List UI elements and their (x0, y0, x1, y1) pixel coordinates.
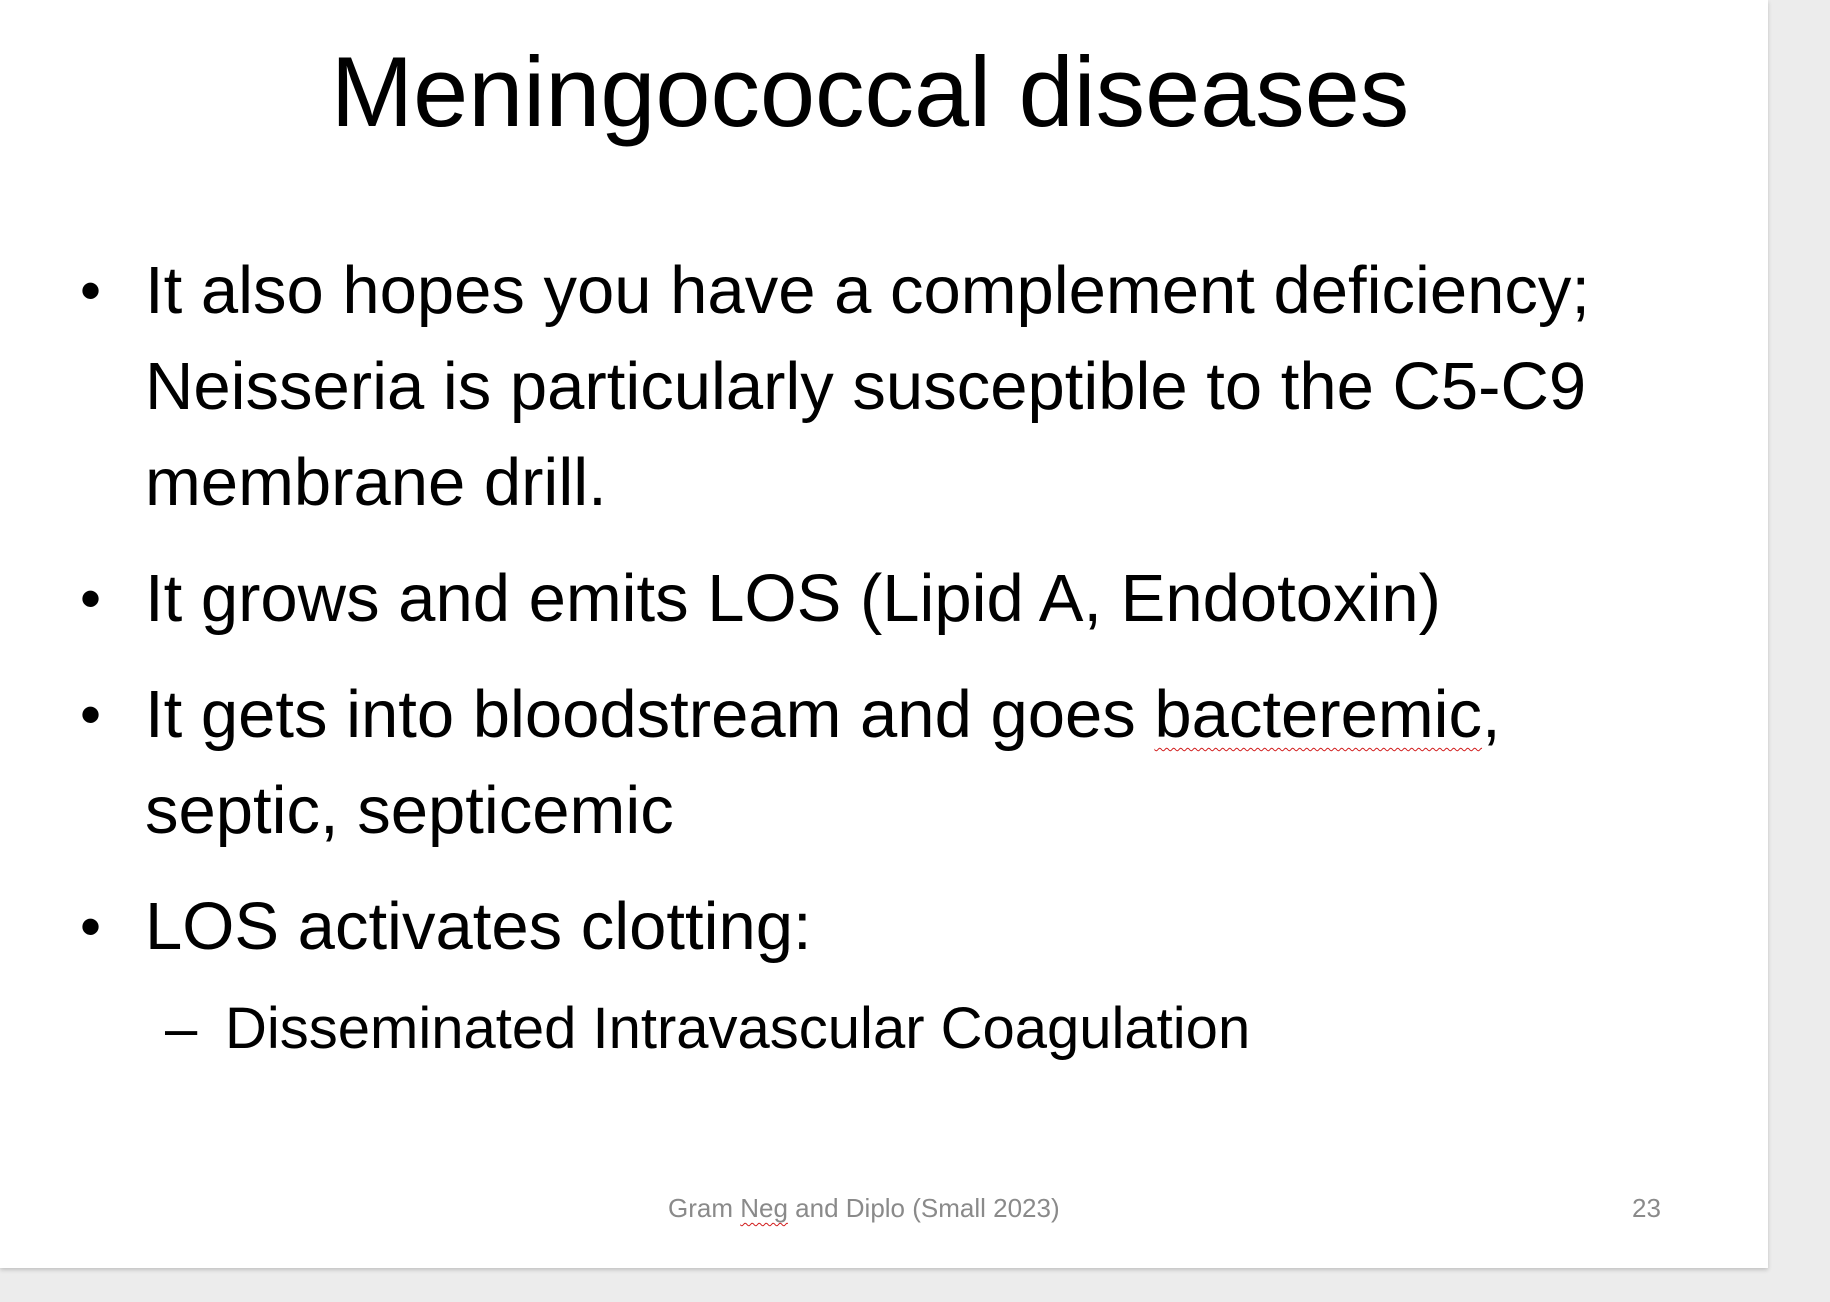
bullet-text-before: It gets into bloodstream and goes (145, 677, 1155, 752)
bullet-item[interactable]: • It grows and emits LOS (Lipid A, Endot… (0, 551, 1768, 647)
bullet-marker: • (80, 681, 102, 748)
sub-bullet-text: Disseminated Intravascular Coagulation (225, 996, 1251, 1061)
bullet-marker: • (80, 565, 102, 632)
spellcheck-flagged-word[interactable]: bacteremic (1154, 677, 1483, 752)
bullet-marker: • (80, 257, 102, 324)
slide-canvas[interactable]: Meningococcal diseases • It also hopes y… (0, 0, 1768, 1268)
slide-title[interactable]: Meningococcal diseases (330, 36, 1410, 147)
bullet-text-after: , septic, septicemic (145, 677, 1501, 848)
bullet-text: LOS activates clotting: (145, 889, 812, 964)
bullet-item[interactable]: • It also hopes you have a complement de… (0, 243, 1768, 531)
footer-text-after: and Diplo (Small 2023) (787, 1193, 1060, 1223)
sub-bullet-marker: – (165, 996, 198, 1061)
footer-text-before: Gram (668, 1193, 741, 1223)
sub-bullet-item[interactable]: – Disseminated Intravascular Coagulation (0, 989, 1768, 1069)
bullet-text: It gets into bloodstream and goes bacter… (145, 677, 1501, 848)
bullet-text: It also hopes you have a complement defi… (145, 253, 1591, 520)
bullet-marker: • (80, 893, 102, 960)
bullet-item[interactable]: • It gets into bloodstream and goes bact… (0, 667, 1768, 859)
bullet-list[interactable]: • It also hopes you have a complement de… (0, 243, 1768, 1069)
slide-footer[interactable]: Gram Neg and Diplo (Small 2023) (668, 1192, 1060, 1224)
spellcheck-flagged-word[interactable]: Neg (740, 1193, 788, 1223)
bullet-item[interactable]: • LOS activates clotting: (0, 879, 1768, 975)
bullet-text: It grows and emits LOS (Lipid A, Endotox… (145, 561, 1441, 636)
slide-number[interactable]: 23 (1632, 1193, 1661, 1223)
